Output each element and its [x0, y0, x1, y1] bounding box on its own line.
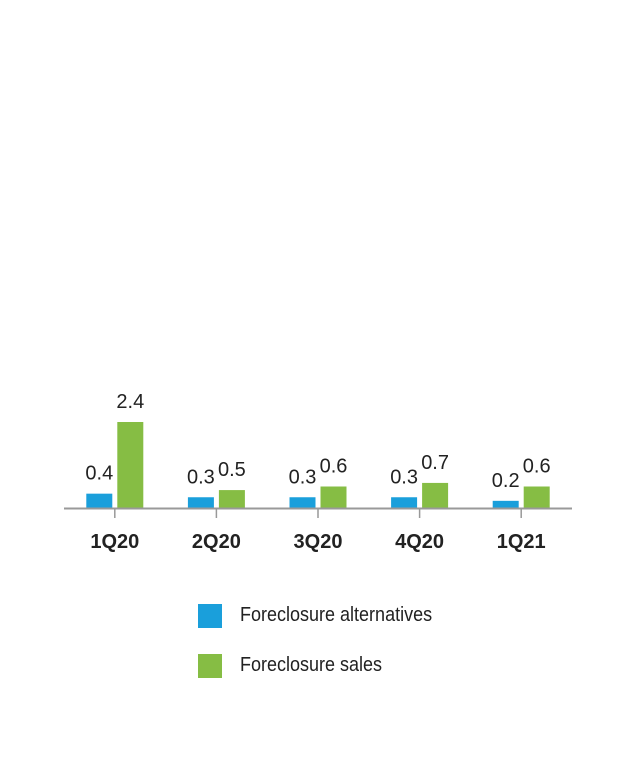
bar-foreclosure-alternatives [289, 497, 316, 508]
category-labels-group: 1Q20 2Q20 3Q20 4Q20 1Q21 [90, 531, 545, 553]
data-label: 0.7 [421, 452, 449, 474]
legend-label-sales: Foreclosure sales [240, 654, 383, 676]
x-tick-label: 1Q20 [90, 531, 139, 553]
bar-foreclosure-sales [218, 490, 245, 508]
data-label: 0.2 [492, 470, 520, 492]
legend-swatch-sales [198, 654, 222, 678]
legend-label-alternatives: Foreclosure alternatives [240, 604, 433, 626]
data-labels-group: 0.42.40.3 0.5 0.3 0.6 0.30.70.20.6 [85, 391, 550, 492]
bar-foreclosure-sales [422, 482, 449, 508]
data-label: 0.6 [320, 456, 348, 478]
x-tick-label: 1Q21 [497, 531, 546, 553]
data-label: 0.3 [187, 466, 215, 488]
x-ticks-group [114, 508, 522, 518]
data-label: 0.3 [390, 466, 418, 488]
x-tick-label: 2Q20 [192, 531, 241, 553]
data-label: 0.5 [218, 459, 246, 481]
bar-foreclosure-alternatives [492, 500, 519, 508]
bars-group [86, 422, 550, 508]
data-label: 0.3 [289, 466, 317, 488]
x-tick-label: 3Q20 [294, 531, 343, 553]
bar-foreclosure-sales [523, 486, 550, 508]
x-tick-label: 4Q20 [395, 531, 444, 553]
legend-swatch-alternatives [198, 604, 222, 628]
bar-foreclosure-alternatives [391, 497, 418, 508]
data-label: 0.6 [523, 456, 551, 478]
bar-foreclosure-alternatives [86, 493, 113, 508]
data-label: 2.4 [116, 391, 144, 413]
bar-foreclosure-sales [320, 486, 347, 508]
bar-foreclosure-alternatives [187, 497, 214, 508]
bar-foreclosure-sales [117, 422, 144, 508]
data-label: 0.4 [85, 463, 113, 485]
